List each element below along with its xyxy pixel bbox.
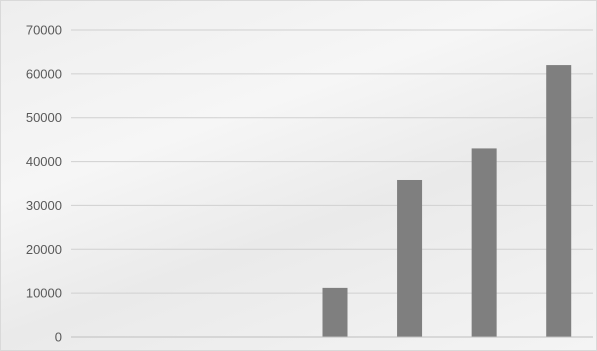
y-tick-label: 60000 [26, 66, 62, 81]
y-tick-label: 30000 [26, 198, 62, 213]
y-tick-label: 10000 [26, 286, 62, 301]
bars [322, 65, 572, 337]
bar [397, 179, 423, 337]
y-tick-label: 70000 [26, 23, 62, 38]
y-tick-label: 50000 [26, 110, 62, 125]
bar [546, 65, 572, 337]
bar [322, 287, 348, 337]
y-tick-label: 0 [55, 330, 62, 345]
y-tick-label: 20000 [26, 242, 62, 257]
y-tick-label: 40000 [26, 154, 62, 169]
bar [471, 148, 497, 337]
y-axis-tick-labels: 0 10000 20000 30000 40000 50000 60000 70000 [26, 23, 62, 345]
gridlines [71, 29, 593, 338]
